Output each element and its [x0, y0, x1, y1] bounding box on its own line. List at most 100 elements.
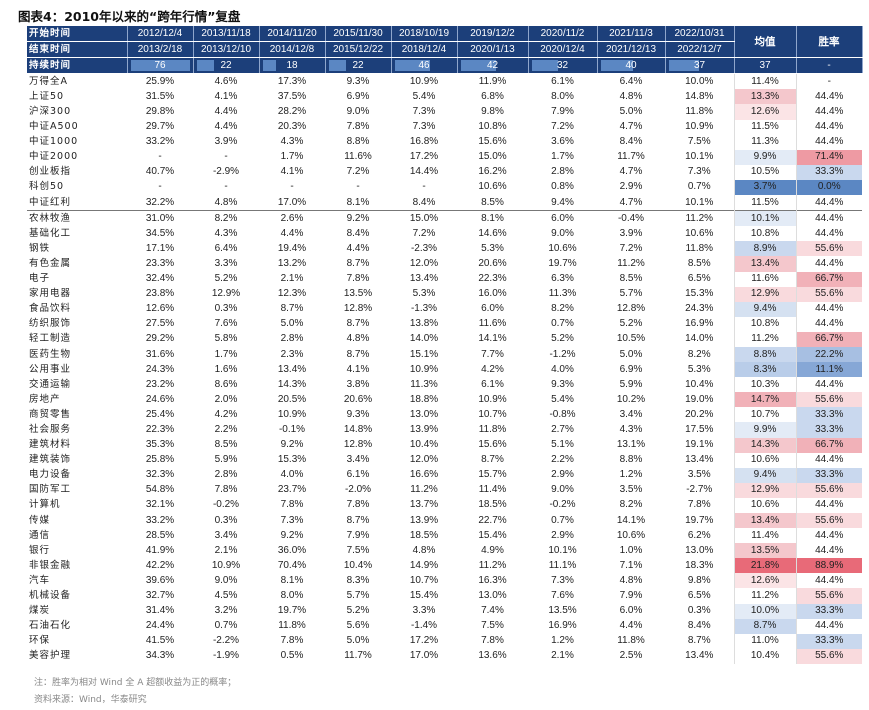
end-time-label: 结束时间 [27, 41, 128, 59]
return-cell: 8.2% [551, 303, 574, 315]
win-rate-cell: 55.6% [795, 482, 862, 498]
duration-value: 37 [693, 59, 706, 71]
duration-bar [328, 60, 346, 72]
return-cell: 23.7% [277, 484, 307, 496]
row-label: 医药生物 [29, 348, 72, 360]
win-rate-cell: 66.7% [795, 271, 862, 287]
return-cell: 0.7% [551, 514, 574, 526]
table-row: 机械设备 32.7% 4.5% 8.0% 5.7% 15.4% 13.0% 7.6% 7.9% 6… [27, 588, 862, 604]
return-cell: 4.1% [214, 90, 238, 102]
return-cell: 34.5% [145, 227, 175, 239]
avg-cell: 10.5% [733, 164, 796, 180]
table-row: 食品饮料 12.6% 0.3% 8.7% 12.8% -1.3% 6.0% 8.2% 12.8%… [27, 301, 862, 317]
return-cell: 11.7% [617, 151, 645, 163]
return-cell: 14.0% [685, 333, 714, 345]
header-row-duration: 持续时间 76 22 18 22 46 42 32 40 37 37- [27, 57, 863, 75]
return-cell: -0.1% [278, 423, 306, 435]
return-cell: 13.0% [478, 590, 507, 602]
avg-cell: 9.4% [733, 301, 796, 317]
avg-cell: 13.5% [733, 543, 796, 559]
return-cell: 9.3% [346, 408, 370, 420]
return-cell: -0.2% [212, 499, 240, 511]
return-cell: 3.4% [619, 408, 643, 420]
return-cell: 8.2% [619, 499, 643, 511]
row-label: 煤炭 [29, 605, 51, 617]
return-cell: 22.3% [478, 273, 507, 285]
return-cell: 5.2% [619, 318, 643, 330]
avg-cell: 12.9% [733, 482, 796, 498]
avg-cell: 11.4% [733, 528, 796, 544]
return-cell: 1.6% [214, 363, 238, 375]
return-cell: 0.7% [551, 318, 574, 330]
return-cell: 0.3% [687, 605, 711, 617]
avg-cell: 12.6% [733, 573, 796, 589]
return-cell: 8.5% [619, 273, 643, 285]
return-cell: 1.0% [619, 544, 643, 556]
table-row: 家用电器 23.8% 12.9% 12.3% 13.5% 5.3% 16.0% 11.3% 5.… [27, 286, 862, 302]
row-label: 科创50 [29, 181, 65, 193]
return-cell: 4.1% [280, 166, 304, 178]
return-cell: 4.8% [619, 574, 643, 586]
return-cell: 16.9% [548, 620, 577, 632]
return-cell: 6.8% [481, 90, 504, 102]
return-cell: -2.9% [212, 166, 240, 178]
row-label: 有色金属 [29, 257, 72, 269]
win-rate-cell: 55.6% [795, 392, 862, 408]
win-rate-cell: 44.4% [795, 316, 862, 332]
win-rate-cell: 44.4% [795, 543, 862, 559]
return-cell: 23.2% [145, 378, 175, 390]
table-row: 万得全A 25.9% 4.6% 17.3% 9.3% 10.9% 11.9% 6.1% 6.4%… [27, 73, 862, 90]
table-row: 传媒 33.2% 0.3% 7.3% 8.7% 13.9% 22.7% 0.7% 14.1% 19… [27, 513, 862, 529]
return-cell: 1.7% [214, 348, 238, 360]
row-label: 建筑材料 [29, 439, 72, 451]
return-cell: 10.2% [616, 393, 646, 405]
win-rate-cell: 0.0% [795, 179, 862, 196]
table-row: 商贸零售 25.4% 4.2% 10.9% 9.3% 13.0% 10.7% -0.8% 3.4… [27, 407, 862, 423]
row-label: 中证A500 [29, 121, 79, 133]
return-cell: 4.6% [214, 75, 238, 87]
return-cell: 6.2% [687, 529, 711, 541]
win-rate-cell: 44.4% [795, 89, 862, 105]
return-cell: 14.8% [343, 423, 373, 435]
return-cell: 7.2% [551, 121, 574, 133]
return-cell: 10.7% [409, 574, 439, 586]
table-row: 有色金属 23.3% 3.3% 13.2% 8.7% 12.0% 20.6% 19.7% 11.… [27, 256, 862, 272]
return-cell: 8.1% [457, 210, 528, 227]
table-row: 环保 41.5% -2.2% 7.8% 5.0% 17.2% 7.8% 1.2% 11.8% 8.… [27, 633, 862, 649]
return-cell: 27.5% [145, 318, 175, 330]
return-cell: 12.8% [343, 439, 373, 451]
avg-cell: 10.6% [733, 497, 796, 513]
return-cell: 36.0% [277, 544, 307, 556]
duration-bar [668, 60, 699, 72]
return-cell: 2.1% [280, 273, 304, 285]
return-cell: 6.5% [687, 273, 711, 285]
table-body: 开始时间 2012/12/4 2013/11/18 2014/11/20 201… [27, 26, 863, 664]
return-cell: 13.1% [616, 439, 646, 451]
avg-cell: 10.8% [733, 316, 796, 332]
return-cell: 11.6% [344, 151, 372, 163]
return-cell: 8.4% [346, 227, 370, 239]
win-rate-cell: 55.6% [795, 588, 862, 604]
return-cell: 7.7% [481, 348, 504, 360]
return-cell: 8.4% [687, 620, 711, 632]
duration-bar [460, 60, 496, 72]
return-cell: 10.1% [685, 196, 714, 208]
table-row: 国防军工 54.8% 7.8% 23.7% -2.0% 11.2% 11.4% 9.0% 3.5… [27, 482, 862, 498]
return-cell: 20.5% [277, 393, 307, 405]
return-cell: 4.0% [551, 363, 574, 375]
return-cell: 31.0% [127, 210, 193, 227]
return-cell: 16.8% [409, 136, 439, 148]
row-label: 基础化工 [29, 227, 72, 239]
return-cell: 7.1% [619, 559, 643, 571]
return-cell: 5.9% [619, 378, 643, 390]
return-cell: 7.3% [687, 166, 711, 178]
end-date-cell: 2014/12/8 [259, 41, 326, 59]
return-cell: 19.7% [548, 257, 577, 269]
table-row: 公用事业 24.3% 1.6% 13.4% 4.1% 10.9% 4.2% 4.0% 6.9% 5… [27, 362, 862, 378]
avg-cell: 13.4% [733, 513, 796, 529]
return-cell: 0.3% [214, 514, 238, 526]
return-cell: 42.2% [145, 559, 175, 571]
return-cell: 8.6% [214, 378, 238, 390]
return-cell: 9.0% [551, 227, 574, 239]
table-row: 交通运输 23.2% 8.6% 14.3% 3.8% 11.3% 6.1% 9.3% 5.9% 1… [27, 377, 862, 393]
